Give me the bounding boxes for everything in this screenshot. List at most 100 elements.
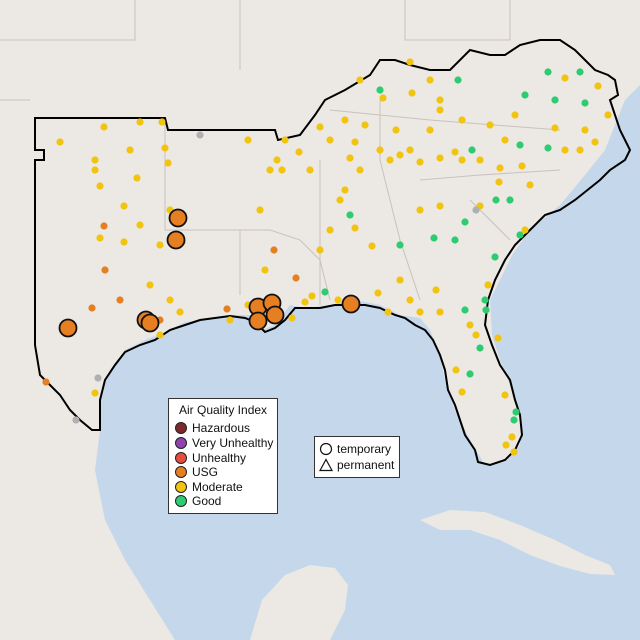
monitor-marker [458,116,466,124]
monitor-marker [306,166,314,174]
monitor-marker [581,99,589,107]
very-unhealthy-swatch-icon [175,437,187,449]
monitor-marker [506,196,514,204]
monitor-marker [458,156,466,164]
monitor-marker [384,308,392,316]
monitor-marker [156,241,164,249]
monitor-marker [406,58,414,66]
temporary-monitors [58,208,361,338]
monitor-marker [484,281,492,289]
monitor-marker [316,123,324,131]
unhealthy-swatch-icon [175,452,187,464]
monitor-marker [256,206,264,214]
region-outline [34,39,632,467]
monitor-marker [101,266,109,274]
monitor-marker [495,178,503,186]
legend-title: Air Quality Index [179,403,268,417]
monitor-marker [288,314,296,322]
monitor-marker [301,298,309,306]
monitor-marker [56,138,64,146]
temporary-monitor-marker [140,313,160,333]
monitor-marker [468,146,476,154]
monitor-marker [386,156,394,164]
monitor-marker [244,136,252,144]
monitor-marker [161,144,169,152]
monitor-marker [376,146,384,154]
monitor-marker [341,116,349,124]
monitor-marker [551,124,559,132]
monitor-marker [316,246,324,254]
monitor-marker [374,289,382,297]
legend-item-very-unhealthy: Very Unhealthy [175,436,273,450]
monitor-marker [88,304,96,312]
temporary-monitor-marker [168,208,188,228]
monitor-marker [416,206,424,214]
yucatan [250,565,348,640]
monitor-marker [376,86,384,94]
monitor-marker [136,118,144,126]
monitor-marker [452,366,460,374]
monitor-marker [368,242,376,250]
monitor-marker [472,331,480,339]
monitor-marker [96,234,104,242]
monitor-marker [576,146,584,154]
monitor-marker [581,126,589,134]
monitor-marker [526,181,534,189]
monitor-marker [492,196,500,204]
monitor-marker [551,96,559,104]
monitor-marker [502,441,510,449]
monitor-marker [516,141,524,149]
monitor-marker [458,388,466,396]
cuba [420,510,615,575]
monitor-marker [451,236,459,244]
monitor-marker [476,344,484,352]
triangle-icon [319,458,333,472]
legend-label: temporary [337,442,392,456]
monitor-marker [346,154,354,162]
monitor-marker [356,76,364,84]
monitor-marker [146,281,154,289]
temporary-monitor-marker [248,311,268,331]
monitor-marker [436,154,444,162]
monitor-marker [494,334,502,342]
monitor-marker [346,211,354,219]
monitor-marker [100,222,108,230]
monitor-marker [42,378,50,386]
monitor-marker [326,226,334,234]
legend-item-moderate: Moderate [175,480,243,494]
legend-item-temporary: temporary [319,442,391,456]
monitor-marker [295,148,303,156]
monitor-marker [326,136,334,144]
monitor-marker [336,196,344,204]
temporary-monitor-marker [341,294,361,314]
circle-icon [319,442,333,456]
monitor-marker [436,308,444,316]
monitor-marker [126,146,134,154]
monitor-marker [334,296,342,304]
legend-item-hazardous: Hazardous [175,421,250,435]
legend-item-unhealthy: Unhealthy [175,451,246,465]
monitor-marker [273,156,281,164]
moderate-swatch-icon [175,481,187,493]
monitor-marker [461,218,469,226]
monitor-marker [396,241,404,249]
monitor-type-legend: temporary permanent [314,436,400,478]
monitor-marker [91,166,99,174]
monitor-marker [281,136,289,144]
hazardous-swatch-icon [175,422,187,434]
monitor-marker [561,146,569,154]
monitor-marker [379,94,387,102]
monitor-marker [594,82,602,90]
monitor-marker [292,274,300,282]
monitor-marker [356,166,364,174]
monitor-marker [96,182,104,190]
monitor-marker [482,306,490,314]
monitor-marker [451,148,459,156]
monitor-marker [436,96,444,104]
monitor-marker [510,416,518,424]
monitor-marker [501,136,509,144]
monitor-marker [426,126,434,134]
monitor-marker [516,231,524,239]
monitor-marker [544,144,552,152]
monitor-marker [100,123,108,131]
